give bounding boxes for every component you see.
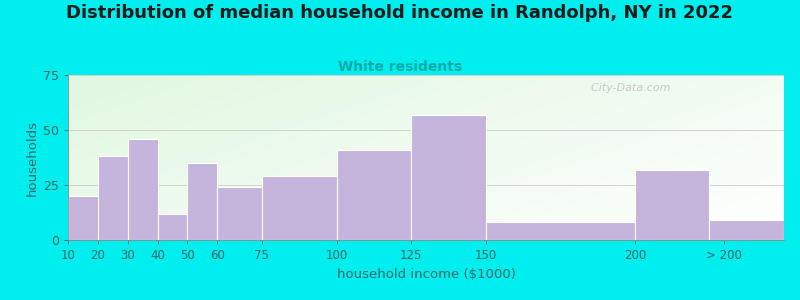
Bar [98,156,128,240]
X-axis label: household income ($1000): household income ($1000) [337,268,515,281]
Bar [262,176,337,240]
Bar [158,214,187,240]
Bar [486,222,635,240]
Bar [635,169,710,240]
Text: Distribution of median household income in Randolph, NY in 2022: Distribution of median household income … [66,4,734,22]
Y-axis label: households: households [26,119,39,196]
Bar [187,163,217,240]
Bar [217,187,262,240]
Text: White residents: White residents [338,60,462,74]
Text: City-Data.com: City-Data.com [583,83,670,93]
Bar [337,150,411,240]
Bar [710,220,784,240]
Bar [411,115,486,240]
Bar [68,196,98,240]
Bar [128,139,158,240]
